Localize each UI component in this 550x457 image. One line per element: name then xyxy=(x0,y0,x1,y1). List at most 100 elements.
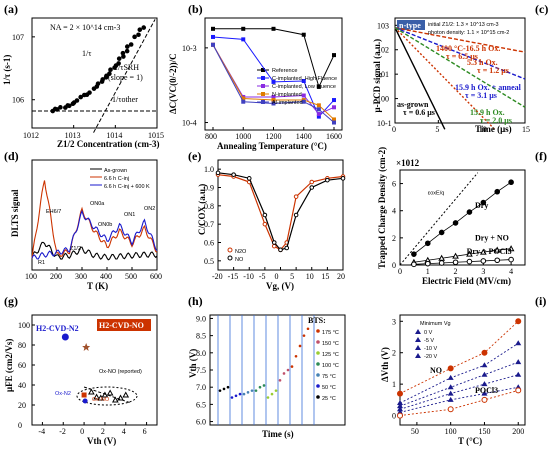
legend-marker xyxy=(415,353,421,358)
vth-point xyxy=(231,396,234,399)
star-marker xyxy=(82,343,90,351)
data-point xyxy=(141,25,146,30)
ox-n2-label: Ox-N2 xyxy=(55,391,71,397)
y-tick-label: 40 xyxy=(18,381,26,390)
x-tick-label: 4 xyxy=(122,427,126,436)
legend-marker xyxy=(316,395,320,399)
legend-label: 175 °C xyxy=(322,330,339,336)
legend-label: -5 V xyxy=(424,338,434,344)
x-tick-label: 1012 xyxy=(23,131,39,140)
x-tick-label: 800 xyxy=(205,132,217,141)
vth-point xyxy=(263,384,266,387)
annotation-slope: (slope = 1) xyxy=(108,73,143,82)
header-z12: initial Z1/2: 1.3 × 10^13 cm-3 xyxy=(428,22,499,28)
vth-point xyxy=(227,386,230,389)
x-tick-label: 100 xyxy=(25,272,37,281)
series-marker xyxy=(398,413,403,418)
ox-no-label: Ox-NO xyxy=(92,397,110,403)
y-tick-label: 0 xyxy=(18,421,22,430)
legend-marker xyxy=(316,362,320,366)
vth-point xyxy=(267,396,270,399)
y-tick-label: 60 xyxy=(18,361,26,370)
x-tick-label: 150 xyxy=(478,427,490,436)
legend-label: As-grown xyxy=(104,168,127,174)
x-tick-label: 50 xyxy=(411,427,419,436)
vth-point xyxy=(259,386,262,389)
legend-marker xyxy=(316,373,320,377)
y-tick-label: 0.5 xyxy=(204,257,214,266)
x-tick-label: -4 xyxy=(38,427,45,436)
x-tick-label: 600 xyxy=(150,272,162,281)
y-tick-label: 80 xyxy=(18,341,26,350)
peak-label: ON1 xyxy=(124,212,135,218)
series-marker xyxy=(448,397,454,402)
series-marker xyxy=(241,100,245,104)
x-axis-label: Electric Field (MV/cm) xyxy=(422,276,511,286)
series-marker xyxy=(241,37,245,41)
x-axis-label: Time (μs) xyxy=(475,124,512,134)
series-marker xyxy=(211,27,215,31)
y-tick-label: 3 xyxy=(392,317,396,326)
data-point xyxy=(82,93,87,98)
vth-point xyxy=(283,372,286,375)
series-marker xyxy=(272,27,276,31)
data-point xyxy=(87,90,92,95)
dlts-curve xyxy=(32,242,157,259)
legend-label: 50 °C xyxy=(322,385,336,391)
legend-label: -10 V xyxy=(424,346,437,352)
series-marker xyxy=(453,221,458,226)
series-marker xyxy=(448,366,453,371)
series-marker xyxy=(481,362,487,367)
legend-label: 6.6 h C-inj + 600 K xyxy=(104,184,150,190)
legend-label: 150 °C xyxy=(322,341,339,347)
vth-point xyxy=(279,379,282,382)
data-point xyxy=(129,42,134,47)
legend-marker xyxy=(261,84,265,88)
legend-label: 100 °C xyxy=(322,363,339,369)
legend-label: Reference xyxy=(272,68,297,74)
y-tick-label: 9.0 xyxy=(196,314,206,323)
legend-label: N2O xyxy=(235,249,247,255)
series-marker xyxy=(332,53,336,57)
vth-point xyxy=(251,389,254,392)
x-tick-label: 100 xyxy=(445,427,457,436)
y-tick-label: 1 xyxy=(392,380,396,389)
legend-label: 6.6 h C-inj xyxy=(104,176,129,182)
panel-label: (d) xyxy=(4,149,19,163)
series-marker xyxy=(509,180,514,185)
x-tick-label: 1000 xyxy=(235,132,251,141)
panel-label: (a) xyxy=(4,2,18,16)
x-tick-label: 4 xyxy=(509,267,513,276)
dlts-curve xyxy=(32,180,157,258)
series-label: Dry + NO xyxy=(475,234,509,243)
panel-label: (b) xyxy=(188,2,203,16)
series-label: Dry + POCl3 xyxy=(467,247,512,256)
series-marker xyxy=(439,230,444,235)
panel-f: (f)0 1 2 3 40246×1012εoxE/qDryDry + NODry + … xyxy=(377,147,547,286)
reported-point xyxy=(108,391,113,396)
panel-i: (i)50 100 150 2000123 Minimum Vg0 V-5 V-10 V… xyxy=(380,294,546,446)
x-axis-label: Time (s) xyxy=(262,429,294,439)
cv-marker xyxy=(263,222,267,226)
series-marker xyxy=(516,319,521,324)
series-marker xyxy=(482,350,487,355)
series-marker xyxy=(495,189,500,194)
panel-e: (e) -20 -15 -10 -5 0 5 10 15 20 0.5 0.6 0.7 0.8 0.9 1.0… xyxy=(188,149,345,291)
cv-marker xyxy=(341,177,345,181)
x-tick-label: 1600 xyxy=(326,132,342,141)
x-tick-label: 2 xyxy=(101,427,105,436)
x-tick-label: 15 xyxy=(522,125,530,134)
series-marker xyxy=(425,261,430,266)
header-photon: photon density: 1.1 × 10^15 cm-2 xyxy=(428,30,509,36)
annotation-tau: 1/τ xyxy=(82,49,92,58)
y-tick-label: 2 xyxy=(392,234,396,243)
annotation-na: NA = 2 × 10^14 cm-3 xyxy=(50,23,120,32)
cv-marker xyxy=(232,173,236,177)
x-tick-label: 300 xyxy=(75,272,87,281)
legend-marker xyxy=(261,76,265,80)
data-point xyxy=(100,79,105,84)
x-tick-label: -5 xyxy=(259,272,266,281)
h2-n2-point xyxy=(62,334,69,341)
legend-marker xyxy=(316,340,320,344)
